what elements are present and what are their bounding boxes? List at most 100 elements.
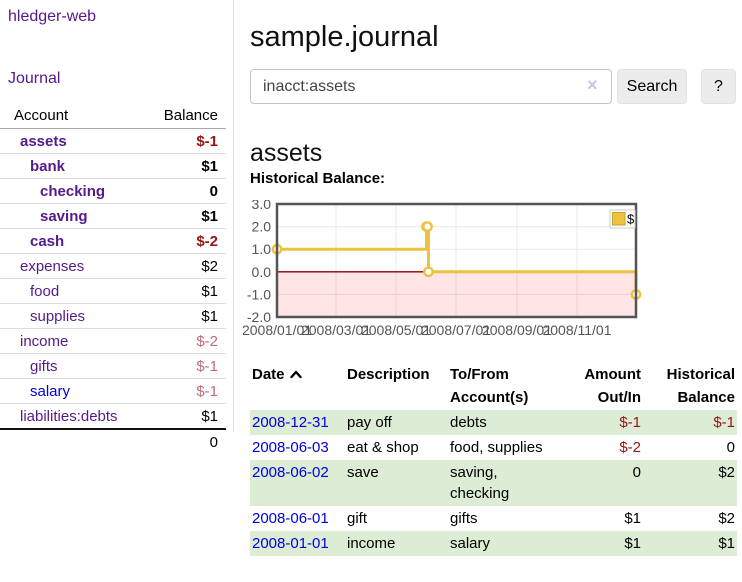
svg-text:2008/03/01: 2008/03/01 xyxy=(301,322,371,338)
register-header-date[interactable]: Date xyxy=(250,363,345,410)
account-link-checking[interactable]: checking xyxy=(40,182,106,200)
account-row-saving: saving $1 xyxy=(0,203,226,229)
transaction-date-link[interactable]: 2008-06-01 xyxy=(252,510,329,527)
account-balance: $1 xyxy=(201,157,218,175)
search-button[interactable]: Search xyxy=(617,69,687,104)
account-link-expenses[interactable]: expenses xyxy=(20,257,85,275)
sidebar: hledger-web Journal Account Balance asse… xyxy=(0,0,233,582)
transaction-description: save xyxy=(347,464,379,481)
transaction-balance: 0 xyxy=(726,439,735,456)
account-balance: $1 xyxy=(201,207,218,225)
page-title: sample.journal xyxy=(250,21,439,54)
register-row: 2008-12-31 pay off debts $-1 $-1 xyxy=(250,410,737,435)
account-balance: $2 xyxy=(201,257,218,275)
register-header-amount: Amount Out/In xyxy=(584,366,641,406)
register-header-description: Description xyxy=(347,366,430,383)
account-link-food[interactable]: food xyxy=(30,282,60,300)
account-link-cash[interactable]: cash xyxy=(30,232,65,250)
account-row-liabilities-debts: liabilities:debts $1 xyxy=(0,403,226,430)
svg-text:2008/07/01: 2008/07/01 xyxy=(421,322,491,338)
transaction-date-link[interactable]: 2008-06-03 xyxy=(252,439,329,456)
register-row: 2008-01-01 income salary $1 $1 xyxy=(250,531,737,556)
account-link-bank[interactable]: bank xyxy=(30,157,66,175)
svg-text:-1.0: -1.0 xyxy=(247,286,271,302)
account-link-gifts[interactable]: gifts xyxy=(30,357,58,375)
transaction-accounts: food, supplies xyxy=(450,439,543,456)
account-heading: assets xyxy=(250,138,323,167)
transaction-description: eat & shop xyxy=(347,439,419,456)
account-row-assets: assets $-1 xyxy=(0,129,226,154)
transaction-balance: $1 xyxy=(718,535,735,552)
app-brand-link[interactable]: hledger-web xyxy=(8,8,97,25)
help-button[interactable]: ? xyxy=(701,69,736,104)
chart-title: Historical Balance: xyxy=(250,170,386,187)
account-balance: $1 xyxy=(201,282,218,300)
transaction-date-link[interactable]: 2008-12-31 xyxy=(252,414,329,431)
register-header-accounts: To/From Account(s) xyxy=(450,366,529,406)
transaction-amount: $-2 xyxy=(619,439,641,456)
svg-text:3.0: 3.0 xyxy=(252,200,272,212)
transaction-balance: $2 xyxy=(718,464,735,481)
sort-ascending-icon xyxy=(289,363,302,386)
account-row-expenses: expenses $2 xyxy=(0,253,226,279)
svg-text:2008/09/01: 2008/09/01 xyxy=(482,322,552,338)
account-row-gifts: gifts $-1 xyxy=(0,353,226,379)
transaction-amount: $-1 xyxy=(619,414,641,431)
transaction-amount: 0 xyxy=(632,464,641,481)
account-balance: $-1 xyxy=(196,382,218,400)
svg-text:$: $ xyxy=(627,212,635,227)
account-row-income: income $-2 xyxy=(0,328,226,354)
accounts-header-account: Account xyxy=(0,104,138,129)
register-row: 2008-06-01 gift gifts $1 $2 xyxy=(250,506,737,531)
accounts-header-row: Account Balance xyxy=(0,104,226,129)
account-link-supplies[interactable]: supplies xyxy=(30,307,86,325)
account-balance: $1 xyxy=(201,407,218,425)
transaction-date-link[interactable]: 2008-01-01 xyxy=(252,535,329,552)
account-row-cash: cash $-2 xyxy=(0,228,226,254)
account-balance: $-1 xyxy=(196,357,218,375)
transaction-accounts: gifts xyxy=(450,510,478,527)
accounts-header-balance: Balance xyxy=(137,104,226,129)
svg-text:1.0: 1.0 xyxy=(252,241,272,257)
svg-text:2008/11/01: 2008/11/01 xyxy=(542,322,611,338)
account-link-assets[interactable]: assets xyxy=(20,132,67,150)
accounts-total-row: 0 xyxy=(0,428,226,454)
accounts-balance-table: Account Balance assets $-1 bank $1 check… xyxy=(0,104,226,454)
svg-text:-2.0: -2.0 xyxy=(247,309,271,325)
transaction-description: gift xyxy=(347,510,368,527)
account-row-checking: checking 0 xyxy=(0,178,226,204)
account-link-liabilities-debts[interactable]: liabilities:debts xyxy=(20,407,118,425)
transaction-description: income xyxy=(347,535,396,552)
transaction-accounts: salary xyxy=(450,535,491,552)
account-balance: $-1 xyxy=(196,132,218,150)
transaction-date-link[interactable]: 2008-06-02 xyxy=(252,464,329,481)
transaction-balance: $2 xyxy=(718,510,735,527)
search-input[interactable] xyxy=(250,69,612,104)
register-header-row: Date Description To/From Account(s) Amou… xyxy=(250,363,737,410)
svg-text:2.0: 2.0 xyxy=(252,219,272,235)
account-row-food: food $1 xyxy=(0,278,226,304)
register-row: 2008-06-03 eat & shop food, supplies $-2… xyxy=(250,435,737,460)
account-link-income[interactable]: income xyxy=(20,332,69,350)
transaction-description: pay off xyxy=(347,414,392,431)
account-balance: $-2 xyxy=(196,232,218,250)
register-table: Date Description To/From Account(s) Amou… xyxy=(250,363,737,556)
transaction-accounts: saving, checking xyxy=(450,464,510,502)
svg-text:0.0: 0.0 xyxy=(252,264,272,280)
historical-balance-chart: 3.0 2.0 1.0 0.0 -1.0 -2.02008/01/012008/03/01… xyxy=(243,200,642,338)
account-balance: 0 xyxy=(209,182,218,200)
date-header-label: Date xyxy=(252,366,285,383)
sidebar-item-journal[interactable]: Journal xyxy=(8,70,61,87)
transaction-balance: $-1 xyxy=(713,414,735,431)
register-row: 2008-06-02 save saving, checking 0 $2 xyxy=(250,460,737,506)
svg-text:2008/05/01: 2008/05/01 xyxy=(361,322,431,338)
svg-text:2008/01/01: 2008/01/01 xyxy=(243,322,312,338)
account-link-salary[interactable]: salary xyxy=(30,382,71,400)
clear-search-icon[interactable]: × xyxy=(587,75,598,95)
account-row-bank: bank $1 xyxy=(0,153,226,179)
transaction-amount: $1 xyxy=(624,535,641,552)
main-content: sample.journal × Search ? assets Histori… xyxy=(243,0,742,582)
account-balance: $1 xyxy=(201,307,218,325)
account-link-saving[interactable]: saving xyxy=(40,207,88,225)
account-balance: $-2 xyxy=(196,332,218,350)
